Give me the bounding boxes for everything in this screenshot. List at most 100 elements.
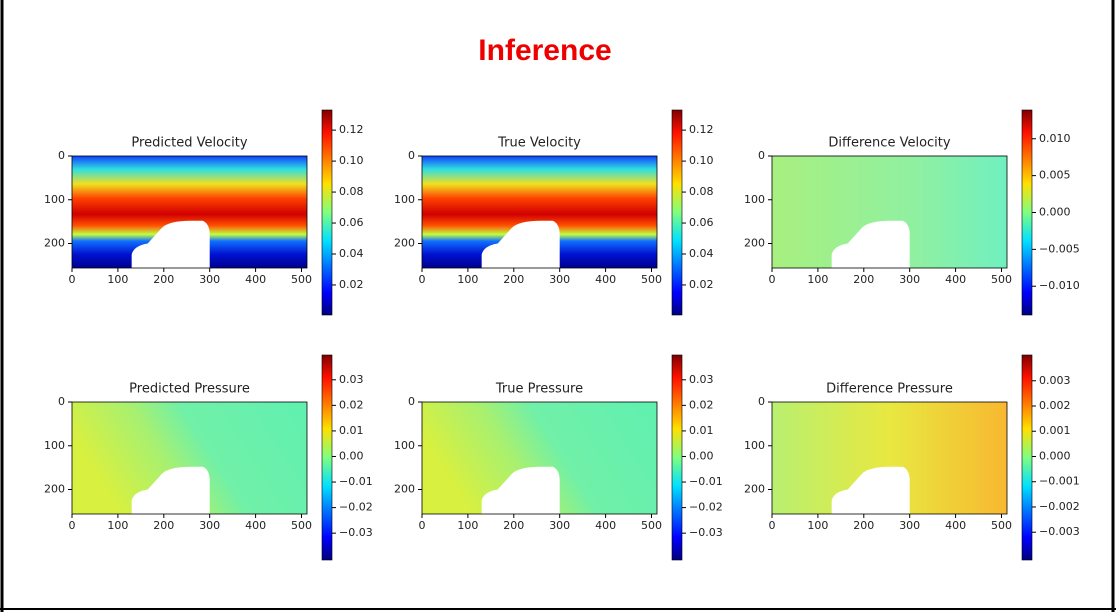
colorbar-tick-label: −0.003 — [1039, 525, 1080, 538]
x-tick-label: 500 — [991, 273, 1012, 286]
colorbar-tick-label: 0.04 — [689, 247, 714, 260]
x-tick-label: 200 — [153, 273, 174, 286]
page-title: Inference — [478, 34, 611, 67]
colorbar-tick-label: 0.005 — [1039, 169, 1071, 182]
x-tick-label: 0 — [69, 519, 76, 532]
subplot-title: True Velocity — [497, 136, 581, 151]
y-tick-label: 0 — [58, 395, 65, 408]
x-tick-label: 100 — [807, 273, 828, 286]
subplot-title: True Pressure — [495, 382, 583, 397]
colorbar-tick-label: 0.12 — [689, 123, 714, 136]
colorbar — [1022, 110, 1032, 315]
x-tick-label: 200 — [153, 519, 174, 532]
y-tick-label: 100 — [394, 193, 415, 206]
x-tick-label: 500 — [641, 273, 662, 286]
colorbar-tick-label: 0.000 — [1039, 449, 1071, 462]
colorbar-tick-label: 0.12 — [339, 123, 364, 136]
x-tick-label: 0 — [769, 519, 776, 532]
x-tick-label: 0 — [419, 273, 426, 286]
subplot-title: Predicted Pressure — [129, 382, 250, 397]
colorbar-tick-label: 0.02 — [689, 398, 714, 411]
colorbar-tick-label: 0.003 — [1039, 374, 1071, 387]
y-tick-label: 100 — [744, 439, 765, 452]
y-tick-label: 100 — [394, 439, 415, 452]
colorbar-tick-label: −0.010 — [1039, 279, 1080, 292]
colorbar-tick-label: −0.02 — [689, 501, 723, 514]
y-tick-label: 100 — [744, 193, 765, 206]
y-tick-label: 200 — [44, 237, 65, 250]
subplot-title: Difference Pressure — [826, 382, 953, 397]
colorbar-tick-label: 0.03 — [339, 373, 364, 386]
y-tick-label: 200 — [394, 483, 415, 496]
colorbar-tick-label: 0.01 — [689, 424, 714, 437]
x-tick-label: 0 — [69, 273, 76, 286]
x-tick-label: 100 — [107, 273, 128, 286]
colorbar-tick-label: 0.02 — [339, 398, 364, 411]
colorbar-tick-label: −0.01 — [689, 475, 723, 488]
colorbar-tick-label: −0.03 — [339, 526, 373, 539]
colorbar-tick-label: 0.001 — [1039, 424, 1071, 437]
colorbar — [322, 110, 332, 315]
x-tick-label: 100 — [807, 519, 828, 532]
x-tick-label: 200 — [503, 273, 524, 286]
y-tick-label: 200 — [44, 483, 65, 496]
colorbar-tick-label: 0.000 — [1039, 206, 1071, 219]
colorbar — [672, 110, 682, 315]
colorbar-tick-label: 0.08 — [339, 185, 364, 198]
x-tick-label: 500 — [291, 519, 312, 532]
y-tick-label: 0 — [758, 395, 765, 408]
y-tick-label: 0 — [58, 149, 65, 162]
colorbar — [1022, 355, 1032, 560]
x-tick-label: 300 — [549, 519, 570, 532]
colorbar — [322, 355, 332, 560]
x-tick-label: 400 — [595, 273, 616, 286]
y-tick-label: 200 — [744, 237, 765, 250]
y-tick-label: 200 — [394, 237, 415, 250]
colorbar-tick-label: 0.03 — [689, 373, 714, 386]
x-tick-label: 300 — [549, 273, 570, 286]
x-tick-label: 500 — [991, 519, 1012, 532]
colorbar-tick-label: −0.005 — [1039, 242, 1080, 255]
colorbar-tick-label: 0.02 — [689, 278, 714, 291]
x-tick-label: 300 — [199, 519, 220, 532]
y-tick-label: 200 — [744, 483, 765, 496]
x-tick-label: 0 — [419, 519, 426, 532]
colorbar-tick-label: 0.01 — [339, 424, 364, 437]
x-tick-label: 100 — [107, 519, 128, 532]
x-tick-label: 300 — [199, 273, 220, 286]
x-tick-label: 300 — [899, 273, 920, 286]
x-tick-label: 100 — [457, 519, 478, 532]
colorbar-tick-label: 0.02 — [339, 278, 364, 291]
x-tick-label: 200 — [853, 519, 874, 532]
colorbar-tick-label: 0.08 — [689, 185, 714, 198]
colorbar-tick-label: −0.03 — [689, 526, 723, 539]
x-tick-label: 400 — [945, 273, 966, 286]
x-tick-label: 400 — [595, 519, 616, 532]
x-tick-label: 200 — [853, 273, 874, 286]
x-tick-label: 400 — [245, 273, 266, 286]
x-tick-label: 400 — [245, 519, 266, 532]
colorbar-tick-label: 0.06 — [339, 216, 364, 229]
colorbar-tick-label: −0.02 — [339, 501, 373, 514]
y-tick-label: 0 — [408, 395, 415, 408]
x-tick-label: 500 — [641, 519, 662, 532]
colorbar-tick-label: 0.010 — [1039, 132, 1071, 145]
x-tick-label: 200 — [503, 519, 524, 532]
y-tick-label: 100 — [44, 193, 65, 206]
colorbar-tick-label: 0.10 — [339, 154, 364, 167]
x-tick-label: 400 — [945, 519, 966, 532]
y-tick-label: 0 — [408, 149, 415, 162]
y-tick-label: 0 — [758, 149, 765, 162]
subplot-title: Difference Velocity — [828, 136, 950, 151]
colorbar-tick-label: −0.002 — [1039, 500, 1080, 513]
colorbar-tick-label: 0.00 — [689, 449, 714, 462]
colorbar-tick-label: −0.001 — [1039, 475, 1080, 488]
colorbar-tick-label: 0.04 — [339, 247, 364, 260]
x-tick-label: 500 — [291, 273, 312, 286]
figure: Inference Predicted Velocity010020030040… — [0, 0, 1116, 612]
y-tick-label: 100 — [44, 439, 65, 452]
colorbar-tick-label: 0.00 — [339, 449, 364, 462]
colorbar-tick-label: 0.06 — [689, 216, 714, 229]
x-tick-label: 0 — [769, 273, 776, 286]
x-tick-label: 100 — [457, 273, 478, 286]
